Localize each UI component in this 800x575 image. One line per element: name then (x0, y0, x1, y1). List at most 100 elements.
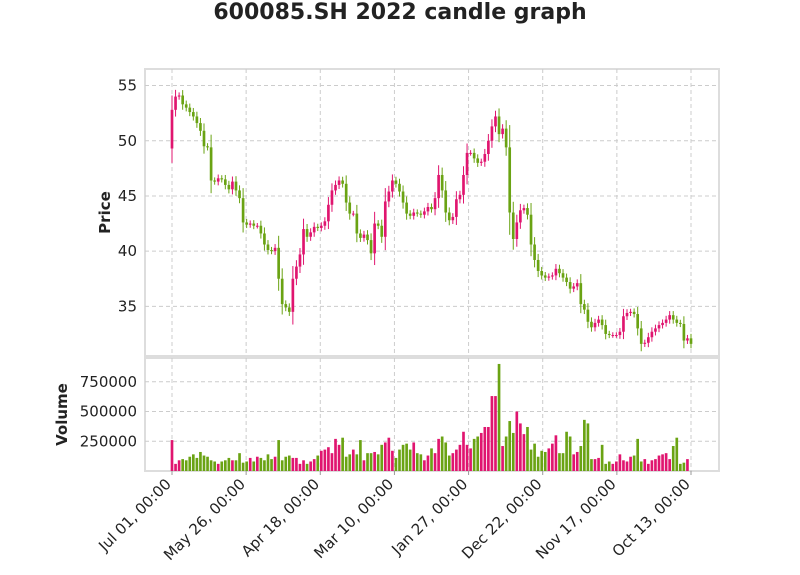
volume-bar (248, 457, 252, 471)
volume-bar (309, 461, 312, 471)
volume-axis-ticks: 250000 500000 750000 (80, 373, 137, 450)
volume-bar (654, 459, 657, 471)
candle-body (501, 128, 504, 135)
volume-panel: 250000 500000 750000 Volume (53, 357, 720, 472)
candle-body (181, 95, 184, 105)
candle-body (245, 222, 248, 225)
candle-body (540, 271, 544, 276)
candle-body (319, 225, 323, 228)
candle-body (305, 229, 309, 237)
candle-body (369, 240, 373, 254)
candle-body (327, 204, 330, 222)
volume-axis-label: Volume (53, 383, 71, 446)
candle-body (398, 183, 401, 192)
volume-bar (483, 426, 487, 471)
volume-bar (188, 456, 192, 471)
volume-bar (597, 457, 600, 471)
candle-body (654, 328, 657, 332)
volume-bar (682, 462, 686, 471)
candle-body (543, 275, 547, 278)
candle-body (195, 116, 199, 124)
volume-bar (238, 453, 241, 471)
candle-body (408, 213, 412, 216)
candle-body (593, 322, 597, 328)
volume-bar (643, 459, 647, 471)
candle-body (302, 229, 305, 255)
volume-bar (220, 461, 224, 471)
volume-bar (487, 426, 490, 471)
candle-body (220, 178, 224, 180)
candle-body (547, 276, 551, 278)
volume-bar (231, 460, 234, 471)
candle-body (650, 331, 654, 338)
candle-body (579, 283, 583, 305)
volume-bar (227, 457, 231, 471)
volume-bar (263, 460, 266, 471)
candle-body (312, 226, 316, 233)
candle-body (341, 180, 344, 184)
candle-body (444, 190, 448, 213)
volume-bar (494, 396, 497, 471)
candle-body (668, 315, 672, 320)
candle-body (344, 183, 348, 203)
candle-body (383, 201, 387, 237)
price-tick-label: 55 (118, 77, 137, 95)
candle-body (519, 210, 522, 223)
candle-body (174, 96, 177, 110)
volume-bar (373, 451, 376, 471)
volume-tick-label: 250000 (80, 432, 137, 450)
volume-bar (337, 444, 341, 471)
candle-body (622, 316, 625, 332)
volume-bar (398, 449, 401, 471)
volume-bar (536, 456, 540, 471)
candle-body (287, 307, 291, 312)
candle-body (298, 254, 302, 267)
chart-title: 600085.SH 2022 candle graph (213, 0, 587, 25)
candle-body (558, 268, 561, 274)
volume-bar (380, 444, 384, 471)
price-axis-label: Price (96, 191, 114, 234)
candle-body (565, 277, 568, 283)
candle-body (511, 212, 515, 239)
volume-bar (479, 432, 483, 471)
volume-bar (430, 448, 433, 471)
volume-bar (497, 363, 501, 471)
volume-bar (526, 426, 529, 471)
candle-body (440, 174, 444, 191)
volume-bar (312, 459, 316, 471)
volume-bar (455, 449, 458, 471)
candle-body (643, 342, 647, 344)
volume-bar (348, 454, 352, 471)
volume-bar (661, 454, 664, 471)
candle-body (206, 146, 209, 148)
volume-bar (462, 431, 465, 471)
candle-body (583, 304, 586, 310)
volume-bar (515, 411, 519, 471)
volume-bar (650, 460, 654, 471)
candle-body (426, 206, 430, 212)
volume-bar (671, 446, 675, 471)
candle-body (615, 335, 618, 337)
candle-body (277, 247, 280, 279)
volume-bar (675, 437, 679, 471)
volume-bar (323, 449, 327, 471)
candle-body (355, 213, 359, 234)
candle-body (213, 180, 216, 182)
volume-bar (572, 454, 576, 471)
candle-body (284, 304, 288, 308)
candle-body (252, 223, 256, 226)
volume-bar (241, 462, 245, 471)
volume-bar (344, 456, 348, 471)
candle-body (515, 222, 519, 239)
volume-bar (277, 440, 280, 471)
volume-bar (266, 454, 270, 471)
volume-bar (600, 444, 604, 471)
volume-bar (351, 449, 355, 471)
volume-bar (590, 459, 593, 471)
volume-bar (604, 463, 608, 471)
x-tick-label: Oct 13, 00:00 (609, 475, 694, 560)
candle-body (682, 323, 686, 341)
candle-body (597, 319, 600, 323)
volume-bar (270, 459, 273, 471)
volume-bar (575, 451, 579, 471)
